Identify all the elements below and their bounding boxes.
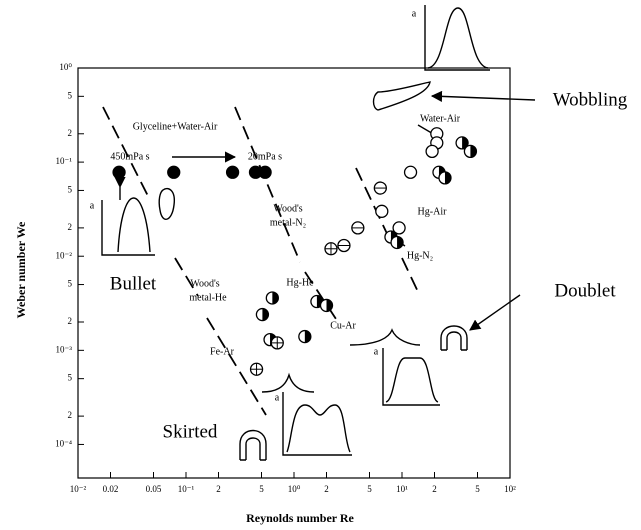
annotation: Doublet: [554, 280, 616, 301]
data-point: [259, 166, 271, 178]
annotation: a: [374, 346, 379, 357]
annotation: Water-Air: [420, 113, 461, 124]
y-tick-label: 2: [68, 316, 73, 326]
data-point: [168, 166, 180, 178]
data-point: [271, 337, 283, 349]
data-point: [426, 145, 438, 157]
x-tick-label: 10²: [504, 484, 516, 494]
annotation: Wood's: [273, 203, 302, 214]
y-tick-label: 10⁻²: [56, 250, 73, 260]
y-tick-label: 10⁻³: [56, 344, 73, 354]
y-tick-label: 10⁰: [59, 62, 72, 72]
x-tick-label: 2: [324, 484, 329, 494]
data-point: [256, 309, 268, 321]
annotation: a: [90, 200, 95, 211]
marker-body: [168, 166, 180, 178]
y-tick-label: 5: [68, 90, 73, 100]
decorations: [102, 5, 535, 460]
annotation: 450mPa s: [110, 151, 149, 162]
marker-body: [405, 166, 417, 178]
x-tick-label: 2: [432, 484, 437, 494]
chart: Reynolds number Re Weber number We 10⁻² 0…: [0, 0, 641, 530]
data-point: [352, 222, 364, 234]
marker-body: [227, 166, 239, 178]
annotation: a: [412, 8, 417, 19]
annotation: Wobbling: [553, 89, 628, 110]
y-tick-label: 2: [68, 222, 73, 232]
data-point: [227, 166, 239, 178]
annotation: Fe-Ar: [210, 346, 235, 357]
data-point: [374, 182, 386, 194]
data-point: [391, 236, 403, 248]
annotation: Hg-Air: [418, 206, 448, 217]
data-point: [338, 239, 350, 251]
y-tick-label: 2: [68, 128, 73, 138]
data-point: [464, 145, 476, 157]
data-point: [439, 172, 451, 184]
x-tick-label: 10⁰: [288, 484, 301, 494]
x-tick-label: 2: [216, 484, 221, 494]
data-point: [266, 292, 278, 304]
annotation: metal-He: [189, 292, 227, 303]
y-tick-label: 5: [68, 185, 73, 195]
annotation: Hg-N₂: [407, 250, 433, 261]
x-tick-label: 10⁻¹: [178, 484, 195, 494]
marker-body: [113, 166, 125, 178]
x-tick-label: 10¹: [396, 484, 408, 494]
marker-body: [259, 166, 271, 178]
annotation: a: [275, 392, 280, 403]
annotation: Glyceline+Water-Air: [133, 121, 218, 132]
data-point: [405, 166, 417, 178]
data-point: [376, 205, 388, 217]
y-axis-label: Weber number We: [14, 221, 28, 318]
x-tick-label: 5: [259, 484, 264, 494]
data-point: [325, 243, 337, 255]
annotation: Skirted: [163, 421, 218, 442]
x-tick-label: 0.02: [103, 484, 119, 494]
annotation: 20mPa s: [248, 151, 282, 162]
annotation: Cu-Ar: [330, 320, 356, 331]
x-tick-label: 10⁻²: [70, 484, 87, 494]
y-tick-label: 2: [68, 410, 73, 420]
data-point: [251, 363, 263, 375]
data-point: [299, 331, 311, 343]
data-point: [321, 299, 333, 311]
annotation: metal-N₂: [270, 217, 306, 228]
marker-body: [426, 145, 438, 157]
annotation: Bullet: [110, 273, 157, 294]
y-tick-label: 5: [68, 373, 73, 383]
x-tick-label: 5: [367, 484, 372, 494]
y-tick-label: 10⁻¹: [56, 156, 73, 166]
marker-body: [376, 205, 388, 217]
annotation: Wood's: [190, 278, 219, 289]
y-tick-label: 5: [68, 279, 73, 289]
y-tick-label: 10⁻⁴: [55, 439, 72, 449]
x-tick-label: 5: [475, 484, 480, 494]
data-point: [113, 166, 125, 178]
x-tick-label: 0.05: [146, 484, 162, 494]
x-axis-label: Reynolds number Re: [246, 511, 354, 525]
annotation: Hg-He: [286, 277, 314, 288]
